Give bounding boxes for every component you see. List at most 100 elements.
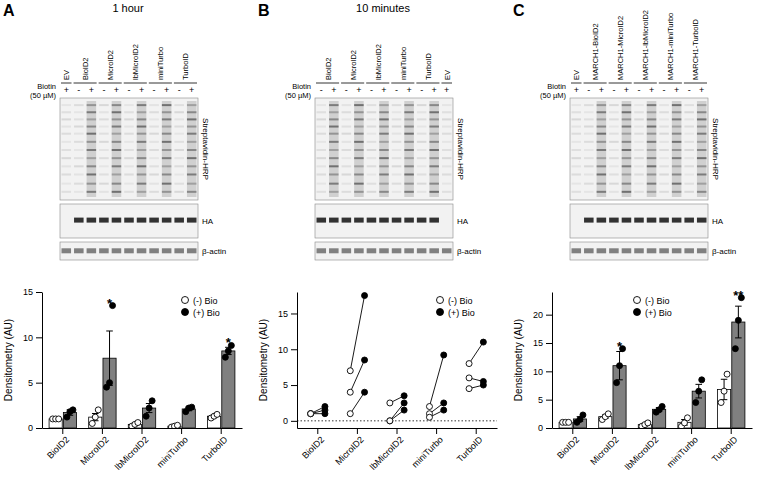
blot-band	[634, 141, 644, 143]
blot-band	[354, 191, 364, 193]
x-tick: MicroID2	[588, 428, 621, 467]
replicate-point	[362, 357, 368, 363]
blot-band	[672, 173, 682, 175]
biotin-sign: +	[139, 85, 144, 95]
blot-band	[87, 149, 97, 151]
blot-band	[584, 126, 594, 128]
blot-band	[647, 173, 657, 175]
replicate-point	[721, 388, 727, 394]
x-tick-label: MicroID2	[333, 434, 366, 467]
blot-box	[570, 242, 708, 260]
blot-band	[124, 173, 134, 175]
blot-band	[162, 111, 172, 113]
lane-label: miniTurbo	[156, 47, 165, 80]
plot-area	[49, 303, 235, 428]
blot-band	[342, 126, 352, 128]
blot-band	[597, 218, 607, 223]
blot-band	[572, 173, 582, 175]
replicate-point	[645, 420, 651, 426]
blot-band	[174, 157, 184, 159]
blot-band	[162, 173, 172, 175]
blot-band	[174, 183, 184, 185]
blot-band	[124, 133, 134, 135]
blot-band	[342, 165, 352, 167]
y-tick-label: 15	[23, 287, 33, 297]
blot-band	[659, 141, 669, 143]
legend-marker	[437, 309, 444, 316]
blot-band	[659, 191, 669, 193]
x-tick-label: lbMicroID2	[113, 434, 150, 471]
blot-band	[609, 157, 619, 159]
pair-line	[350, 392, 364, 413]
blot-band	[622, 165, 632, 167]
blot-smear	[404, 101, 414, 197]
blot-band	[367, 165, 377, 167]
x-tick-label: lbMicroID2	[623, 434, 660, 471]
blot-band	[99, 104, 109, 106]
blot-band	[317, 111, 327, 113]
significance-mark: *	[107, 296, 113, 311]
y-axis-title: Densitometry (AU)	[513, 319, 524, 401]
blot-band	[684, 118, 694, 120]
blot-band	[697, 248, 707, 253]
blot-band	[367, 126, 377, 128]
replicate-point	[70, 407, 76, 413]
replicate-point	[214, 411, 220, 417]
blot-band	[442, 157, 452, 159]
blot-band	[367, 141, 377, 143]
blot-band	[99, 157, 109, 159]
blot-label: Streptavidin-HRP	[201, 118, 210, 180]
lane-bracket	[659, 83, 682, 84]
blot-band	[137, 141, 147, 143]
blot-band	[404, 111, 414, 113]
legend-label: (+) Bio	[448, 308, 475, 318]
y-tick: 5	[283, 380, 297, 390]
blot-band	[367, 183, 377, 185]
y-tick: 0	[28, 423, 42, 433]
y-tick-label: 15	[278, 309, 288, 319]
blot-band	[174, 133, 184, 135]
replicate-point	[617, 363, 623, 369]
blot-band	[74, 149, 84, 151]
blot-band	[622, 118, 632, 120]
blot-band	[329, 165, 339, 167]
error-bar-cap	[721, 379, 728, 380]
blot-band	[584, 157, 594, 159]
blot-band	[329, 173, 339, 175]
blot-band	[329, 111, 339, 113]
blot-band	[392, 165, 402, 167]
blot-band	[659, 218, 669, 223]
x-tick-label: TurboID	[200, 434, 230, 464]
blot-band	[622, 157, 632, 159]
blot-band	[622, 191, 632, 193]
blot-band	[659, 133, 669, 135]
blot-band	[162, 104, 172, 106]
blot-band	[697, 133, 707, 135]
blot-band	[417, 183, 427, 185]
biotin-sign: +	[699, 85, 704, 95]
blot-band	[584, 218, 594, 223]
blot-band	[149, 248, 159, 253]
blot-band	[354, 149, 364, 151]
lane-label: miniTurbo	[399, 47, 408, 80]
blot-band	[404, 149, 414, 151]
biotin-sign: -	[612, 85, 615, 95]
blot-band	[404, 133, 414, 135]
y-tick: 15	[23, 287, 42, 297]
blot-band	[174, 191, 184, 193]
biotin-sign: +	[164, 85, 169, 95]
blot-band	[187, 173, 197, 175]
blot-band	[342, 118, 352, 120]
blot-band	[137, 218, 147, 223]
blot-band	[342, 173, 352, 175]
blot-band	[417, 165, 427, 167]
blot-band	[317, 149, 327, 151]
x-tick-label: lbMicroID2	[368, 434, 405, 471]
blot-band	[392, 173, 402, 175]
blot-band	[597, 133, 607, 135]
significance-mark: *	[226, 335, 232, 350]
y-tick-mark	[546, 315, 552, 316]
replicate-point	[735, 317, 741, 323]
blot-band	[609, 141, 619, 143]
replicate-point	[699, 377, 705, 383]
